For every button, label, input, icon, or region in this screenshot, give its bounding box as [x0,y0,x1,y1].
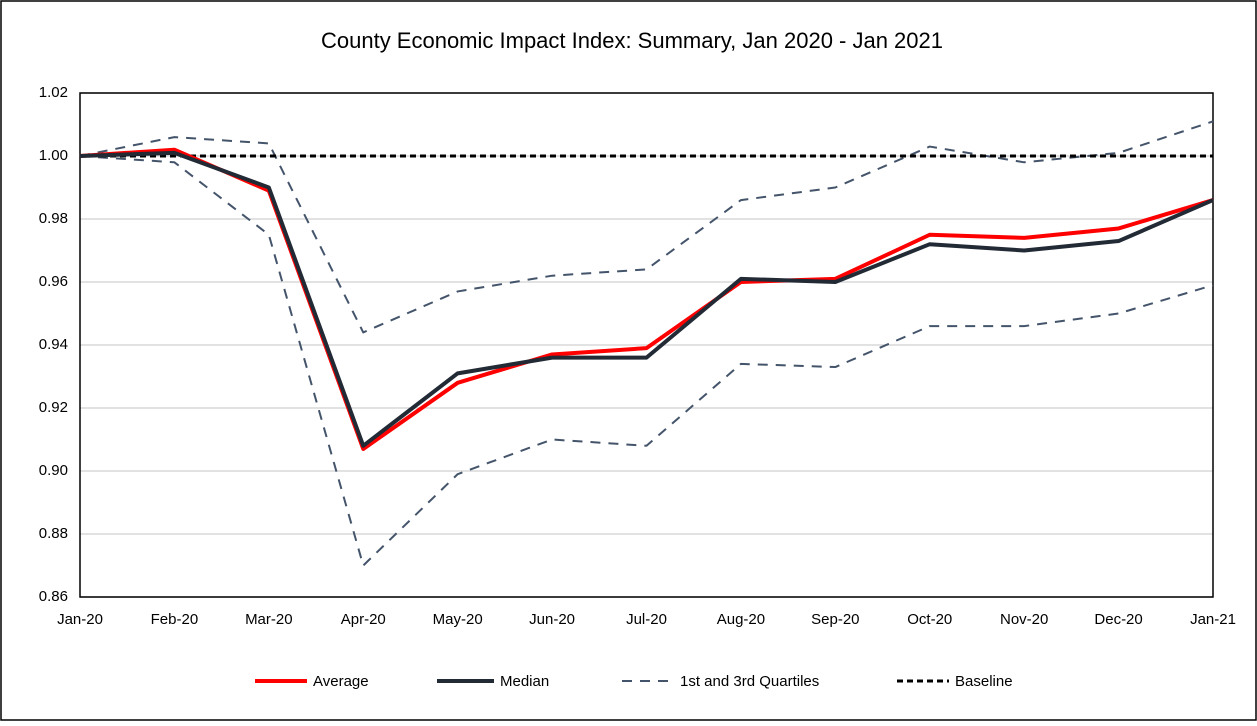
legend-label: Baseline [955,673,1013,690]
x-tick-label: Jan-20 [57,611,103,628]
chart-title: County Economic Impact Index: Summary, J… [321,28,943,53]
x-tick-label: Dec-20 [1094,611,1142,628]
x-tick-label: Apr-20 [341,611,386,628]
legend-label: Average [313,673,369,690]
legend-label: Median [500,673,549,690]
x-tick-label: May-20 [433,611,483,628]
y-tick-label: 0.86 [39,588,68,605]
line [79,155,1214,567]
y-tick-label: 0.94 [39,336,68,353]
x-tick-label: Jul-20 [626,611,667,628]
y-tick-label: 0.98 [39,210,68,227]
x-tick-label: Nov-20 [1000,611,1048,628]
line [79,150,1214,448]
y-tick-label: 0.92 [39,399,68,416]
x-tick-label: Jun-20 [529,611,575,628]
plot-border [79,92,1214,598]
line [79,120,1214,334]
x-tick-label: Sep-20 [811,611,859,628]
y-tick-label: 0.90 [39,462,68,479]
x-tick-label: Mar-20 [245,611,293,628]
y-tick-label: 0.96 [39,273,68,290]
y-tick-label: 0.88 [39,525,68,542]
legend-label: 1st and 3rd Quartiles [680,673,819,690]
x-tick-label: Jan-21 [1190,611,1236,628]
x-tick-label: Oct-20 [907,611,952,628]
x-tick-label: Aug-20 [717,611,765,628]
y-tick-label: 1.00 [39,147,68,164]
y-tick-label: 1.02 [39,84,68,101]
x-tick-label: Feb-20 [151,611,199,628]
